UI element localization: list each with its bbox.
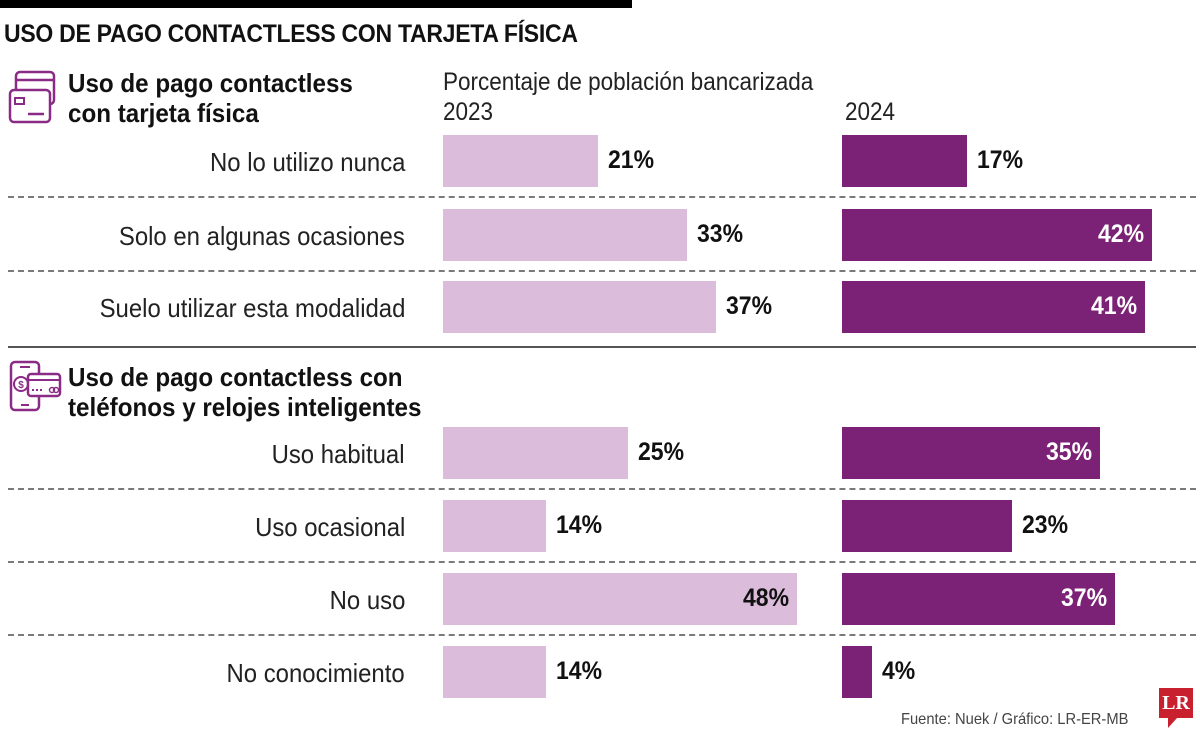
phone-payment-icon: $ — [9, 360, 62, 412]
source-note: Fuente: Nuek / Gráfico: LR-ER-MB — [901, 711, 1129, 728]
value-label: 4% — [881, 657, 915, 685]
top-rule — [0, 0, 632, 8]
category-label: No conocimiento — [226, 658, 405, 688]
bar-2023 — [443, 135, 598, 187]
section-title-phone: Uso de pago contactless con teléfonos y … — [68, 362, 421, 422]
section-title-line: Uso de pago contactless con — [68, 362, 403, 392]
value-label: 35% — [1046, 438, 1093, 466]
row-divider — [8, 270, 1196, 272]
row-divider — [8, 196, 1196, 198]
year-label-2023: 2023 — [443, 98, 494, 126]
bar-2023 — [443, 209, 687, 261]
value-label: 17% — [977, 146, 1024, 174]
section-title-card: Uso de pago contactless con tarjeta físi… — [68, 68, 353, 128]
section-title-line: con tarjeta física — [68, 98, 259, 128]
category-label: Uso habitual — [272, 439, 405, 469]
bar-2023 — [443, 281, 717, 333]
value-label: 37% — [726, 292, 773, 320]
section-title-line: teléfonos y relojes inteligentes — [68, 392, 422, 422]
row-divider — [8, 634, 1196, 636]
bar-2023 — [443, 573, 798, 625]
bar-2024 — [842, 209, 1152, 261]
year-label-2024: 2024 — [845, 98, 896, 126]
value-label: 42% — [1097, 220, 1144, 248]
chart-title: USO DE PAGO CONTACTLESS CON TARJETA FÍSI… — [4, 20, 578, 48]
bar-2024 — [842, 646, 872, 698]
category-label: No lo utilizo nunca — [209, 147, 405, 177]
bar-2023 — [443, 500, 547, 552]
category-label: Uso ocasional — [254, 512, 405, 542]
value-label: 25% — [637, 438, 684, 466]
bar-2024 — [842, 573, 1116, 625]
bar-2024 — [842, 135, 968, 187]
value-label: 23% — [1021, 511, 1068, 539]
category-label: No uso — [329, 585, 405, 615]
section-title-line: Uso de pago contactless — [68, 68, 353, 98]
category-label: Suelo utilizar esta modalidad — [99, 293, 405, 323]
svg-text:$: $ — [18, 380, 24, 391]
value-label: 14% — [556, 657, 603, 685]
bar-2023 — [443, 646, 547, 698]
bar-2024 — [842, 427, 1101, 479]
lr-logo-tail — [1168, 718, 1177, 728]
category-label: Solo en algunas ocasiones — [119, 221, 405, 251]
lr-logo: LR — [1159, 688, 1193, 718]
value-label: 41% — [1090, 292, 1137, 320]
value-label: 48% — [743, 584, 790, 612]
credit-card-icon — [8, 70, 56, 124]
row-divider — [8, 488, 1196, 490]
value-label: 14% — [556, 511, 603, 539]
bar-2024 — [842, 500, 1012, 552]
value-label: 21% — [607, 146, 655, 174]
bar-2024 — [842, 281, 1145, 333]
bar-2023 — [443, 427, 628, 479]
section-divider — [8, 346, 1196, 348]
value-label: 33% — [696, 220, 743, 248]
axis-subtitle: Porcentaje de población bancarizada — [443, 68, 814, 96]
value-label: 37% — [1061, 584, 1108, 612]
row-divider — [8, 561, 1196, 563]
